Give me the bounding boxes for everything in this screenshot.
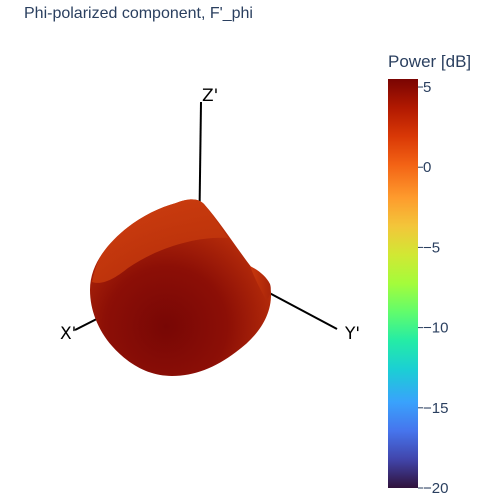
colorbar-tick-label: −10 <box>423 320 448 337</box>
chart-title: Phi-polarized component, F'_phi <box>24 5 253 22</box>
colorbar-ticks: 5 0 −5 −10 −15 −20 <box>418 79 448 497</box>
colorbar: Power [dB] 5 0 −5 −10 −15 −20 <box>388 52 471 497</box>
surface-rim <box>250 266 271 300</box>
colorbar-tick-label: −20 <box>423 480 448 497</box>
colorbar-tick-label: −15 <box>423 400 448 417</box>
y-axis-label: Y' <box>344 324 360 344</box>
colorbar-ramp <box>388 79 418 488</box>
z-axis-label: Z' <box>202 86 218 106</box>
colorbar-tick-label: 5 <box>423 79 431 96</box>
radiation-pattern-surface[interactable] <box>90 199 272 376</box>
y-axis-line <box>259 287 338 330</box>
colorbar-tick-label: 0 <box>423 159 431 176</box>
colorbar-title: Power [dB] <box>388 52 471 71</box>
surface-lobe-upper <box>92 199 228 283</box>
x-axis-label: X' <box>60 324 76 344</box>
colorbar-tick-label: −5 <box>423 239 440 256</box>
